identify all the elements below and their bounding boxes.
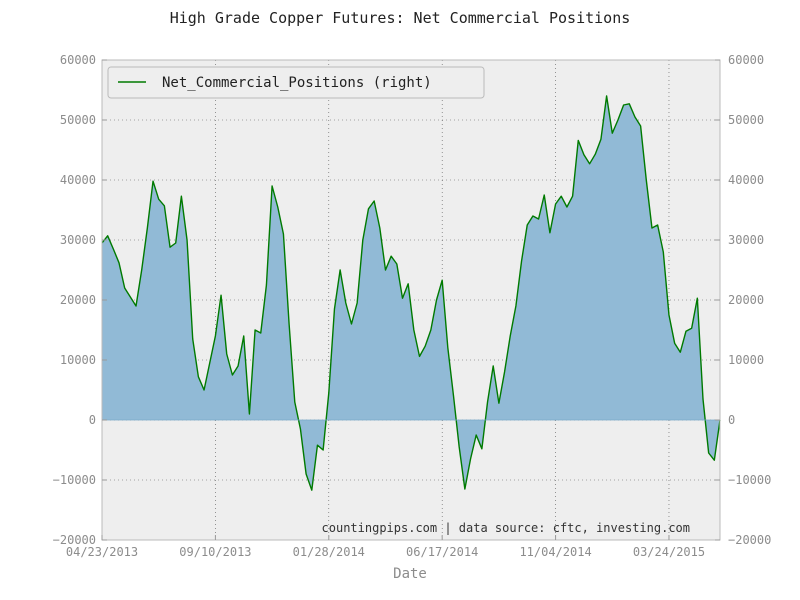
x-axis-label: Date <box>393 566 427 582</box>
chart-title: High Grade Copper Futures: Net Commercia… <box>170 9 631 27</box>
y-axis-left: −20000 −10000 0 10000 20000 30000 40000 50000 60… <box>53 53 107 547</box>
legend-box <box>107 66 485 99</box>
y-tick-label-right: 40000 <box>728 173 764 187</box>
x-tick-label: 04/23/2013 <box>66 545 138 559</box>
y-tick-label-left: 0 <box>89 413 96 427</box>
y-tick-label-right: 50000 <box>728 113 764 127</box>
x-tick-label: 09/10/2013 <box>179 545 251 559</box>
y-tick-label-left: 60000 <box>60 53 96 67</box>
y-tick-label-left: −20000 <box>53 533 96 547</box>
y-tick-label-right: 60000 <box>728 53 764 67</box>
y-tick-label-left: 30000 <box>60 233 96 247</box>
x-tick-label: 01/28/2014 <box>293 545 365 559</box>
x-axis: 04/23/2013 09/10/2013 01/28/2014 06/17/2014… <box>66 535 705 559</box>
series-area-fill <box>102 96 720 491</box>
y-tick-label-left: 10000 <box>60 353 96 367</box>
y-tick-label-left: −10000 <box>53 473 96 487</box>
x-tick-label: 06/17/2014 <box>406 545 478 559</box>
legend: Net_Commercial_Positions (right) <box>107 66 485 99</box>
y-tick-label-right: −20000 <box>728 533 771 547</box>
y-tick-label-right: 10000 <box>728 353 764 367</box>
legend-entry-label: Net_Commercial_Positions (right) <box>162 75 432 91</box>
y-tick-label-left: 20000 <box>60 293 96 307</box>
x-tick-label: 11/04/2014 <box>519 545 591 559</box>
y-axis-right: −20000 −10000 0 10000 20000 30000 40000 50000 60… <box>715 53 771 547</box>
series-line <box>101 95 721 491</box>
y-tick-label-right: 30000 <box>728 233 764 247</box>
source-annotation: countingpips.com | data source: cftc, in… <box>322 521 690 535</box>
y-tick-label-right: 0 <box>728 413 735 427</box>
y-tick-label-left: 50000 <box>60 113 96 127</box>
y-tick-label-right: 20000 <box>728 293 764 307</box>
y-tick-label-right: −10000 <box>728 473 771 487</box>
y-tick-label-left: 40000 <box>60 173 96 187</box>
x-tick-label: 03/24/2015 <box>633 545 705 559</box>
